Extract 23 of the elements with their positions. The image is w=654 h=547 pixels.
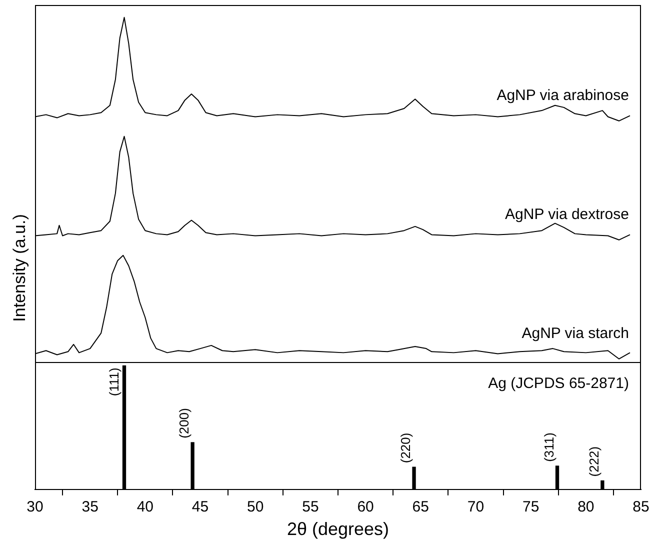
x-axis-title: 2θ (degrees): [286, 519, 390, 540]
x-tick-label: 85: [632, 498, 650, 516]
series-label: AgNP via arabinose: [496, 87, 629, 104]
x-tick-label: 30: [26, 498, 44, 516]
text: Ag (JCPDS 65-2871): [488, 375, 629, 392]
x-tick-label: 65: [412, 498, 429, 516]
annotation: (222): [586, 446, 602, 477]
annotation: (220): [398, 432, 414, 464]
series-label: AgNP via dextrose: [505, 206, 629, 224]
annotation: (311): [541, 432, 556, 462]
annotation: (111): [106, 368, 122, 396]
x-tick-label: 40: [136, 498, 154, 516]
x-tick-label: 80: [578, 498, 594, 516]
x-tick-label: 75: [522, 498, 540, 516]
x-tick-label: 45: [192, 498, 209, 516]
annotation: (200): [176, 408, 192, 438]
x-tick-label: 60: [357, 498, 374, 516]
series-label: AgNP via starch: [522, 325, 629, 342]
x-tick-label: 50: [247, 498, 264, 516]
x-tick-label: 35: [82, 498, 98, 516]
x-tick-label: 55: [302, 498, 319, 516]
x-tick-label: 70: [467, 498, 484, 516]
y-axis-title: Intensity (a.u.): [10, 214, 30, 322]
